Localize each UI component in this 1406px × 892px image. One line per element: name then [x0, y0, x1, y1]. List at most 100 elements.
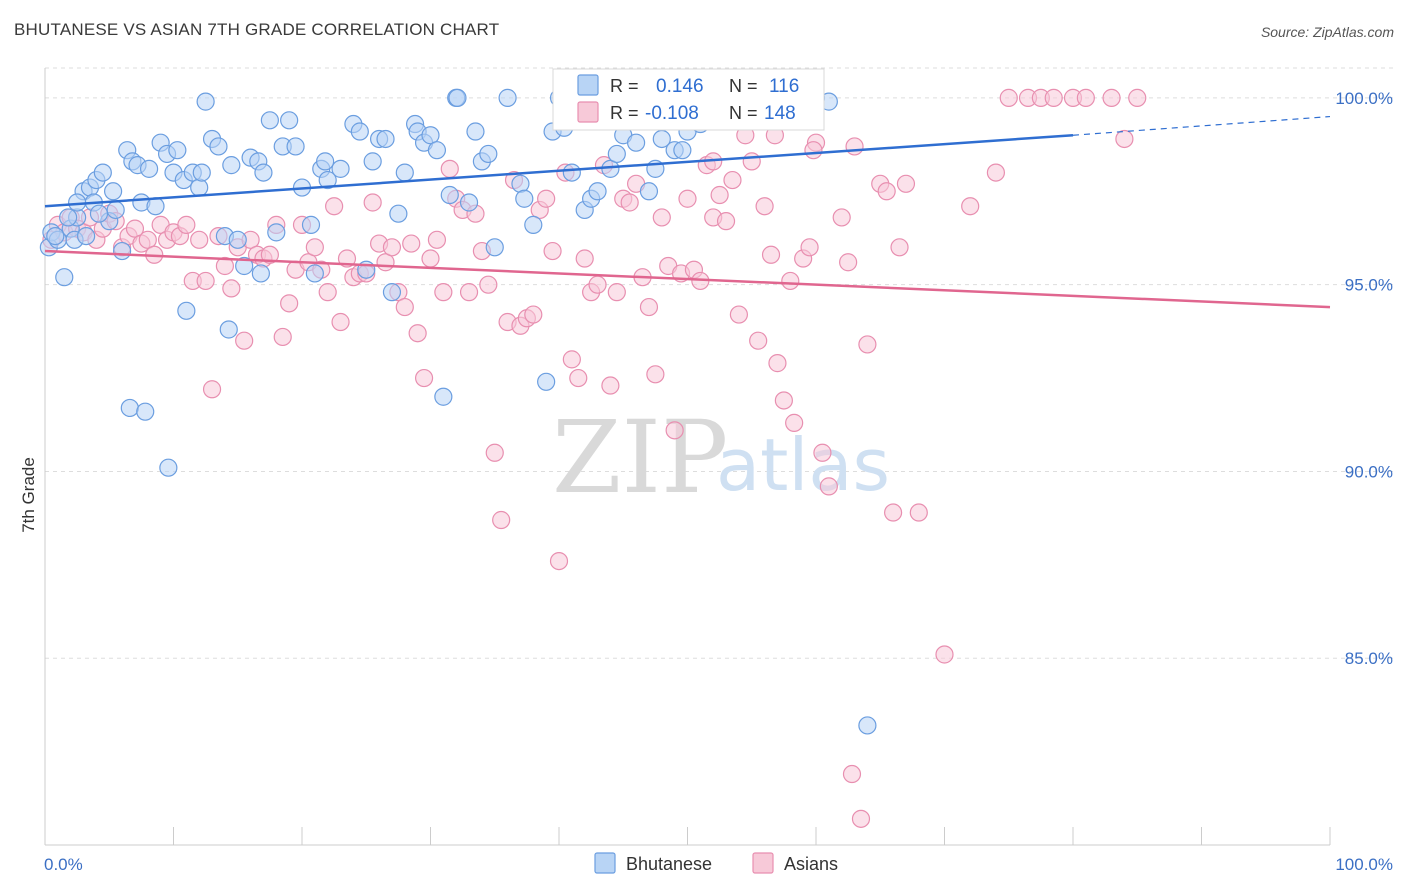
point-asians [273, 327, 292, 347]
point-bhutanese [267, 223, 286, 242]
point-asians [883, 503, 903, 522]
point-asians [832, 208, 851, 227]
point-bhutanese [46, 227, 65, 246]
point-asians [235, 331, 254, 350]
point-asians [761, 245, 781, 264]
point-asians [485, 443, 504, 462]
legend-swatch-bhutanese [577, 74, 599, 96]
trendline-bhutanese [44, 133, 1074, 208]
point-asians [492, 510, 511, 530]
point-asians [408, 324, 427, 343]
point-bhutanese [434, 387, 453, 406]
point-bhutanese [235, 256, 254, 276]
point-bhutanese [192, 163, 211, 182]
point-asians [427, 230, 447, 249]
point-bhutanese [209, 137, 228, 156]
point-asians [710, 185, 729, 205]
point-bhutanese [89, 204, 109, 223]
point-asians [421, 249, 440, 268]
x-tick-label: 100.0% [1335, 855, 1393, 874]
point-asians [337, 249, 357, 268]
point-asians [781, 271, 800, 291]
y-tick-label: 95.0% [1345, 276, 1393, 295]
point-bhutanese [254, 163, 273, 182]
legend-n-value: 148 [764, 103, 796, 124]
point-bhutanese [389, 204, 408, 223]
point-asians [639, 297, 659, 317]
point-bhutanese [479, 144, 498, 164]
point-asians [1115, 129, 1134, 149]
point-asians [202, 380, 222, 399]
point-bhutanese [280, 111, 299, 130]
point-bhutanese [588, 182, 607, 201]
point-bhutanese [228, 230, 247, 249]
point-bhutanese [562, 163, 581, 182]
point-asians [749, 331, 768, 350]
bottom-legend-label-bhutanese: Bhutanese [626, 854, 712, 874]
stats-legend: R = 0.146 N = 116 R = -0.108 N = 148 [552, 68, 825, 131]
point-bhutanese [196, 92, 215, 111]
y-axis-label: 7th Grade [19, 457, 38, 533]
point-asians [331, 312, 350, 332]
point-bhutanese [673, 141, 692, 160]
point-asians [785, 413, 804, 432]
point-asians [215, 256, 234, 276]
legend-swatch-asians [577, 101, 599, 123]
point-bhutanese [459, 193, 479, 212]
series-legend: Bhutanese Asians [594, 852, 838, 874]
point-bhutanese [112, 241, 132, 261]
chart-title: BHUTANESE VS ASIAN 7TH GRADE CORRELATION… [14, 20, 500, 39]
point-bhutanese [222, 156, 241, 175]
point-asians [858, 335, 877, 354]
point-asians [588, 275, 607, 294]
point-asians [999, 88, 1018, 107]
point-asians [562, 350, 581, 369]
y-tick-label: 100.0% [1335, 89, 1393, 108]
point-bhutanese [316, 152, 335, 171]
point-asians [601, 376, 620, 395]
point-bhutanese [251, 264, 270, 283]
point-bhutanese [286, 137, 305, 156]
point-bhutanese [350, 122, 369, 141]
point-bhutanese [139, 159, 159, 178]
legend-r-label: R = [610, 103, 639, 123]
point-asians [1102, 88, 1121, 107]
point-bhutanese [318, 170, 337, 190]
point-asians [851, 809, 871, 828]
point-asians [524, 305, 543, 324]
point-asians [652, 208, 671, 227]
bottom-legend-label-asians: Asians [784, 854, 838, 874]
point-asians [575, 249, 594, 268]
point-asians [729, 305, 749, 324]
point-asians [1044, 88, 1063, 107]
point-asians [620, 193, 639, 212]
legend-r-value: 0.146 [656, 76, 704, 97]
legend-r-label: R = [610, 76, 639, 96]
point-asians [402, 234, 421, 253]
point-asians [190, 230, 209, 249]
point-bhutanese [305, 264, 324, 283]
watermark: ZIP atlas [552, 399, 890, 516]
point-bhutanese [177, 301, 196, 320]
point-bhutanese [626, 133, 646, 152]
point-asians [909, 503, 928, 522]
point-asians [414, 368, 434, 388]
point-bhutanese [146, 197, 165, 216]
point-asians [537, 189, 556, 208]
point-asians [716, 212, 736, 231]
point-asians [877, 182, 896, 201]
point-bhutanese [524, 215, 543, 234]
point-bhutanese [260, 111, 279, 130]
y-tick-label: 85.0% [1345, 649, 1393, 668]
point-asians [325, 197, 344, 216]
point-asians [363, 193, 382, 212]
point-bhutanese [376, 129, 395, 149]
point-bhutanese [511, 174, 530, 193]
point-bhutanese [331, 159, 350, 178]
point-bhutanese [301, 215, 321, 234]
x-tick-label: 0.0% [44, 855, 83, 874]
point-asians [842, 764, 862, 784]
point-asians [755, 197, 774, 216]
point-bhutanese [607, 144, 626, 164]
